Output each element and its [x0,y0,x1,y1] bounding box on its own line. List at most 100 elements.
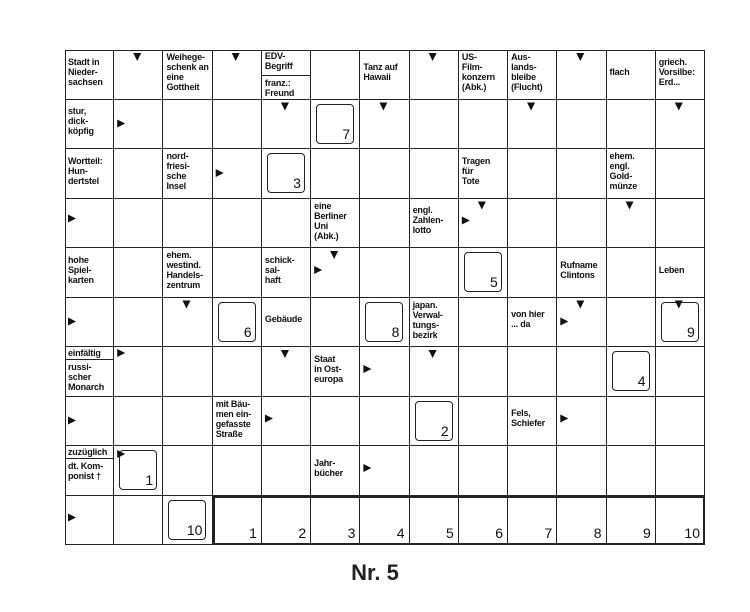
grid-cell [114,396,164,446]
grid-cell [557,446,607,496]
grid-cell [163,198,213,248]
grid-cell: Jahr- bücher [311,446,361,496]
grid-cell [409,446,459,496]
solution-box: 6 [217,301,256,342]
grid-cell: Wortteil: Hun- dertstel [65,149,115,199]
solution-index: 6 [495,525,504,541]
clue-text: Tanz auf Hawaii [363,61,398,82]
grid-cell: 7 [311,99,361,149]
clue-text: Rufname Clintons [560,259,598,280]
grid-cell: 4 [606,347,656,397]
grid-cell [212,149,262,199]
clue-text: eine Berliner Uni (Abk.) [314,200,347,241]
grid-cell [458,446,509,496]
solution-number: 2 [440,422,449,439]
grid-cell: hohe Spiel- karten [65,248,115,298]
grid-cell [114,248,164,298]
grid-cell: stur, dick- köpfig [65,99,115,149]
grid-cell [360,149,410,199]
clue-text: von hier ... da [511,309,545,330]
solution-number: 7 [342,125,351,142]
grid-cell [409,149,459,199]
solution-number: 10 [186,521,203,538]
grid-cell [212,198,262,248]
grid-cell: Tragen für Tote [458,149,509,199]
grid-cell: zuzüglich dt. Kom- ponist † [65,446,115,496]
grid-cell [557,50,607,100]
grid-cell [311,248,361,298]
solution-index: 5 [446,525,454,541]
grid-cell [163,396,213,446]
solution-box: 7 [316,103,355,144]
clue-text: Weihege- schenk an eine Gottheit [166,52,209,92]
grid-cell: einfältig russi- scher Monarch [65,347,115,397]
grid-cell [458,99,509,149]
grid-cell: US- Film- konzern (Abk.) [458,50,509,100]
clue-text: hohe Spiel- karten [68,254,94,285]
right-arrow [560,317,569,326]
grid-cell [606,99,656,149]
right-arrow [264,414,273,423]
grid-cell [65,198,115,248]
down-arrow [477,201,486,210]
solution-box: 1 [119,450,158,490]
right-arrow [363,365,372,373]
grid-cell: 3 [261,149,312,199]
solution-index: 8 [593,525,602,541]
clue-text: japan. Verwal- tungs- bezirk [412,299,443,340]
solution-index: 4 [396,525,405,541]
grid-cell [311,297,361,347]
clue-text: schick- sal- haft [264,254,295,285]
grid-cell [458,198,509,248]
grid-cell [508,446,558,496]
grid-cell: Aus- lands- bleibe (Flucht) [508,50,558,100]
solution-number: 5 [490,274,498,290]
grid-cell [508,99,558,149]
solution-index: 7 [544,525,553,541]
grid-cell [508,149,558,199]
clue-text: Fels, Schiefer [511,408,545,429]
grid-cell [360,396,410,446]
grid-cell: engl. Zahlen- lotto [409,198,459,248]
grid-cell [360,248,410,298]
puzzle-title: Nr. 5 [351,560,399,585]
solution-number: 9 [686,323,695,340]
right-arrow [215,169,224,177]
right-arrow [560,414,569,423]
down-arrow [625,201,634,210]
down-arrow [674,102,683,111]
solution-box: 10 [168,499,207,540]
clue-text: russi- scher Monarch [68,362,105,392]
grid-cell [311,149,361,199]
down-arrow [576,300,585,309]
clue-text: ehem. engl. Gold- münze [609,151,638,191]
right-arrow [117,349,126,357]
grid-cell [163,446,213,496]
grid-cell: 1 [114,446,164,496]
grid-cell: Tanz auf Hawaii [360,50,410,100]
clue-text: Stadt in Nieder- sachsen [68,56,103,87]
grid-cell [65,297,115,347]
grid-cell: ehem. engl. Gold- münze [606,149,656,199]
clue-text: zuzüglich [68,447,108,457]
right-arrow [68,513,76,522]
right-arrow [117,119,126,128]
down-arrow [182,300,191,309]
grid-cell [409,99,459,149]
solution-index: 1 [249,525,257,541]
clue-text: einfältig [68,348,101,358]
grid-cell [114,50,164,100]
clue-text: griech. Vorsilbe: Erd... [658,56,695,87]
clue-text: Aus- lands- bleibe (Flucht) [511,52,543,92]
clue-text: EDV- Begriff [264,51,293,71]
grid-cell [360,99,410,149]
down-arrow [527,102,536,111]
grid-cell [163,297,213,347]
grid-cell: 2 [409,396,459,446]
grid-cell [261,446,312,496]
clue-divider [65,359,114,360]
grid-cell [409,248,459,298]
grid-cell: mit Bäu- men ein- gefasste Straße [212,396,262,446]
down-arrow [330,251,339,259]
